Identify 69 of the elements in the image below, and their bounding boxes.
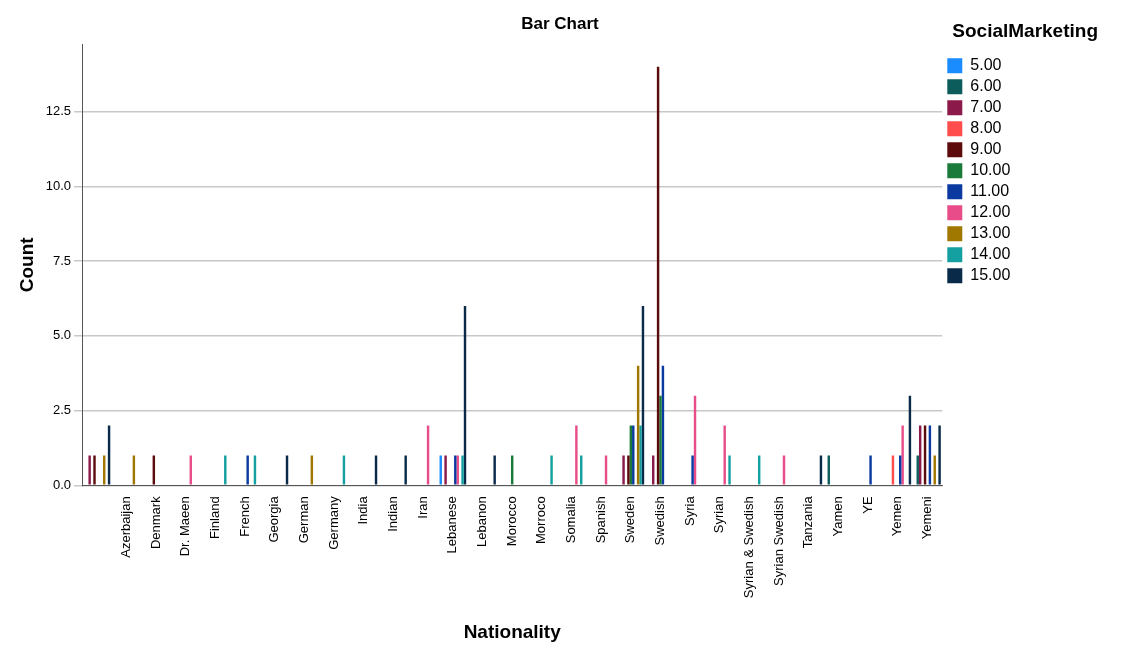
x-tick-label: Indian [385,496,401,532]
bar [622,455,625,485]
bar [404,455,407,485]
bar [723,425,726,485]
legend-label: 12.00 [970,203,1011,221]
x-tick-label: Iran [414,496,430,519]
bar [627,455,630,485]
bar [938,425,941,485]
legend-label: 7.00 [970,98,1002,116]
legend-label: 9.00 [970,140,1002,158]
x-tick-label: German [296,496,312,544]
x-axis-title: Nationality [463,620,562,642]
bar [901,425,904,485]
bar [224,455,227,485]
x-tick-label: Swedish [652,496,668,546]
legend-label: 13.00 [970,224,1011,242]
y-tick-label: 2.5 [53,402,72,418]
chart-title: Bar Chart [521,13,600,33]
x-tick-label: Lebanese [444,496,460,554]
x-tick-label: Lebanon [474,496,490,547]
legend-label: 11.00 [970,182,1010,200]
bar [493,455,496,485]
x-tick-label: Denmark [147,495,163,550]
bar [639,425,642,485]
y-tick-label: 7.5 [53,252,72,268]
x-tick-label: Germany [325,495,341,550]
x-tick-label: Spanish [592,496,608,544]
legend-label: 5.00 [970,56,1002,74]
legend-label: 14.00 [970,245,1011,263]
x-tick-label: Yamen [830,496,846,537]
x-tick-label: Tanzania [800,495,816,549]
y-tick-label: 12.5 [45,103,72,119]
legend-label: 8.00 [970,119,1002,137]
bar [659,395,662,485]
bar [444,455,447,485]
bar [246,455,249,485]
x-tick-label: Somalia [563,495,579,544]
legend-label: 10.00 [970,161,1011,179]
bar [93,455,96,485]
bar [575,425,578,485]
x-tick-label: Syrian Swedish [770,496,786,586]
x-tick-label: Finland [207,496,223,539]
x-tick-label: Yemen [889,496,905,537]
bar [691,455,694,485]
x-tick-label: Azerbaijan [118,496,134,558]
x-tick-label: YE [859,495,875,514]
x-tick-label: Dr. Maeen [177,496,193,557]
y-tick-label: 10.0 [45,177,72,193]
x-tick-label: Georgia [266,495,282,543]
legend-label: 6.00 [970,77,1002,95]
x-tick-label: Sweden [622,496,638,544]
legend-label: 15.00 [970,266,1011,284]
bar [550,455,553,485]
x-tick-label: Syria [681,495,697,526]
bar [869,455,872,485]
x-tick-label: Syrian [711,496,727,534]
x-tick-label: French [236,496,252,537]
bar [728,455,731,485]
y-axis-title: Count [15,236,37,293]
legend-title: SocialMarketing [952,19,1098,41]
y-tick-label: 0.0 [53,476,72,492]
x-tick-label: Yemeni [919,496,935,540]
x-tick-label: Morroco [533,496,549,545]
x-tick-label: Syrian & Swedish [741,496,757,599]
bar [88,455,91,485]
bar [461,455,464,485]
x-tick-label: India [355,495,371,525]
x-tick-label: Morocco [503,496,519,547]
y-tick-label: 5.0 [53,327,72,343]
